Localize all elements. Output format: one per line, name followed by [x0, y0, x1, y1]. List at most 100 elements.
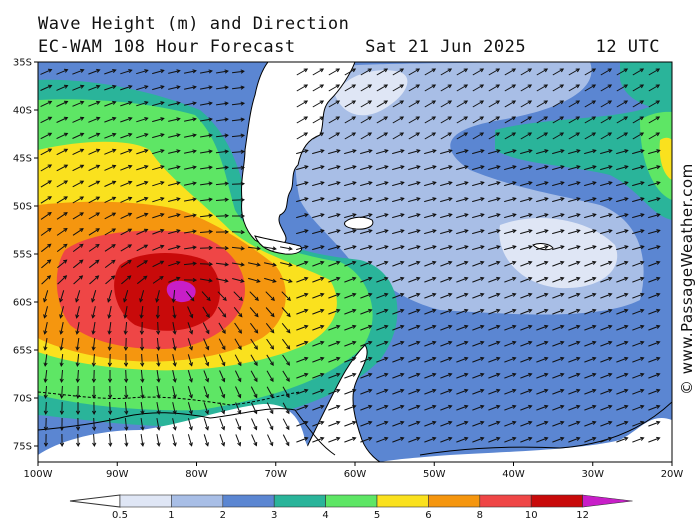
direction-arrow	[552, 388, 565, 395]
direction-arrow	[472, 388, 485, 395]
direction-arrow	[440, 404, 453, 411]
direction-arrow	[296, 181, 309, 187]
direction-arrow	[488, 84, 501, 92]
direction-arrow	[472, 132, 485, 140]
direction-arrow	[632, 229, 645, 235]
direction-arrow	[472, 356, 485, 363]
direction-arrow	[59, 306, 64, 319]
antarctica-mainland	[38, 404, 672, 462]
direction-arrow	[520, 149, 533, 155]
direction-arrow	[504, 356, 517, 363]
direction-arrow	[200, 149, 213, 154]
direction-arrow	[43, 433, 49, 448]
direction-arrow	[152, 165, 165, 171]
direction-arrow	[488, 68, 501, 76]
direction-arrow	[616, 308, 629, 315]
direction-arrow	[520, 260, 533, 267]
direction-arrow	[632, 197, 645, 203]
direction-arrow	[312, 308, 325, 315]
direction-arrow	[312, 245, 325, 251]
direction-arrow	[168, 197, 181, 202]
direction-arrow	[184, 117, 197, 122]
direction-arrow	[552, 436, 565, 443]
direction-arrow	[120, 164, 133, 171]
direction-arrow	[504, 245, 517, 251]
direction-arrow	[203, 402, 209, 415]
direction-arrow	[488, 229, 501, 235]
direction-arrow	[231, 117, 246, 122]
direction-arrow	[392, 308, 405, 315]
direction-arrow	[504, 229, 517, 235]
direction-arrow	[408, 181, 421, 187]
direction-arrow	[88, 244, 100, 252]
direction-arrow	[408, 356, 421, 363]
band-4-5m-east	[640, 111, 672, 200]
direction-arrow	[632, 420, 645, 427]
direction-arrow	[648, 372, 661, 379]
direction-arrow	[584, 340, 597, 347]
direction-arrow	[424, 420, 437, 427]
direction-arrow	[328, 292, 341, 299]
direction-arrow	[552, 372, 565, 379]
direction-arrow	[184, 229, 197, 234]
direction-arrow	[488, 181, 501, 187]
direction-arrow	[216, 117, 229, 122]
direction-arrow	[632, 84, 645, 92]
direction-arrow	[584, 149, 597, 155]
direction-arrow	[91, 290, 97, 303]
direction-arrow	[266, 370, 274, 383]
direction-arrow	[312, 276, 325, 283]
direction-arrow	[632, 213, 645, 219]
direction-arrow	[536, 276, 549, 283]
direction-arrow	[56, 116, 69, 123]
direction-arrow	[568, 229, 581, 235]
direction-arrow	[456, 404, 469, 411]
direction-arrow	[648, 213, 661, 219]
direction-arrow	[584, 260, 597, 267]
direction-arrow	[231, 197, 246, 203]
direction-arrow	[200, 101, 213, 106]
direction-arrow	[104, 132, 117, 139]
direction-arrow	[123, 337, 129, 352]
direction-arrow	[488, 165, 501, 171]
direction-arrow	[440, 84, 453, 92]
direction-arrow	[360, 404, 373, 411]
direction-arrow	[120, 212, 133, 220]
direction-arrow	[520, 404, 533, 411]
direction-arrow	[312, 165, 325, 171]
direction-arrow	[184, 85, 197, 90]
direction-arrow	[376, 404, 389, 411]
direction-arrow	[584, 436, 597, 443]
direction-arrow	[552, 245, 565, 251]
direction-arrow	[312, 356, 325, 363]
direction-arrow	[472, 308, 485, 315]
direction-arrow	[328, 340, 341, 347]
direction-arrow	[235, 386, 242, 399]
direction-arrow	[124, 417, 129, 432]
direction-arrow	[424, 100, 437, 108]
direction-arrow	[408, 436, 421, 443]
direction-arrow	[120, 244, 133, 252]
direction-arrow	[408, 292, 421, 299]
direction-arrow	[456, 68, 469, 76]
direction-arrow	[216, 101, 229, 106]
legend-swatch	[325, 494, 378, 508]
direction-arrow	[234, 370, 242, 383]
direction-arrow	[296, 132, 309, 140]
lat-tick-label: 60S	[13, 298, 32, 309]
direction-arrow	[440, 181, 453, 187]
direction-arrow	[600, 84, 613, 92]
direction-arrow	[56, 100, 69, 107]
direction-arrow	[328, 197, 341, 203]
direction-arrow	[360, 372, 373, 379]
direction-arrow	[488, 372, 501, 379]
direction-arrow	[616, 260, 629, 267]
direction-arrow	[440, 245, 453, 251]
direction-arrow	[312, 84, 325, 92]
direction-arrow	[408, 324, 421, 331]
direction-arrow	[616, 340, 629, 347]
direction-arrow	[360, 260, 373, 267]
direction-arrow	[616, 388, 629, 395]
legend-label: 10	[525, 510, 538, 521]
direction-arrow	[568, 388, 581, 395]
